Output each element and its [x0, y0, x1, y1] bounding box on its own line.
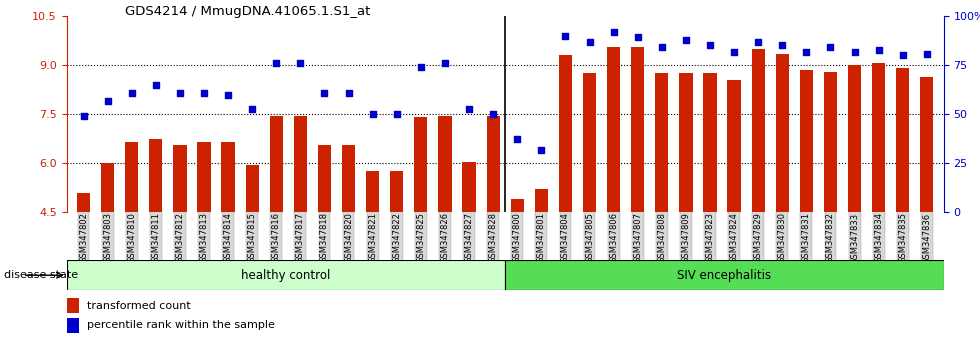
- Point: [462, 107, 477, 112]
- Bar: [872, 63, 885, 212]
- Point: [100, 98, 116, 104]
- Bar: [486, 116, 500, 212]
- Point: [389, 111, 405, 117]
- Point: [799, 49, 814, 55]
- Bar: [342, 145, 355, 212]
- Bar: [896, 68, 909, 212]
- Bar: [125, 142, 138, 212]
- Point: [510, 136, 525, 142]
- Point: [678, 38, 694, 43]
- Point: [702, 42, 717, 48]
- Point: [751, 39, 766, 45]
- Bar: [415, 118, 427, 212]
- Point: [485, 111, 501, 117]
- Text: percentile rank within the sample: percentile rank within the sample: [87, 320, 275, 330]
- Point: [774, 42, 790, 48]
- Bar: [920, 76, 934, 212]
- Bar: [463, 162, 475, 212]
- Point: [317, 90, 332, 96]
- Point: [75, 113, 91, 119]
- Bar: [752, 49, 764, 212]
- Point: [654, 44, 669, 50]
- Point: [895, 52, 910, 58]
- Bar: [438, 116, 452, 212]
- Bar: [704, 73, 716, 212]
- Point: [365, 111, 380, 117]
- Bar: [800, 70, 813, 212]
- Point: [413, 64, 428, 69]
- Point: [822, 44, 838, 50]
- Bar: [506, 260, 944, 290]
- Point: [123, 90, 139, 96]
- Bar: [221, 142, 235, 212]
- Point: [269, 61, 284, 66]
- Point: [293, 61, 309, 66]
- Bar: [679, 73, 693, 212]
- Text: healthy control: healthy control: [241, 269, 330, 282]
- Point: [726, 49, 742, 55]
- Bar: [67, 260, 506, 290]
- Point: [341, 90, 357, 96]
- Bar: [246, 165, 259, 212]
- Bar: [270, 116, 283, 212]
- Bar: [607, 47, 620, 212]
- Bar: [390, 171, 404, 212]
- Point: [919, 51, 935, 56]
- Bar: [149, 139, 163, 212]
- Point: [244, 107, 260, 112]
- Bar: [559, 55, 572, 212]
- Point: [533, 147, 549, 153]
- Bar: [173, 145, 186, 212]
- Point: [606, 29, 621, 35]
- Text: SIV encephalitis: SIV encephalitis: [677, 269, 771, 282]
- Point: [172, 90, 188, 96]
- Point: [220, 92, 236, 97]
- Point: [558, 33, 573, 39]
- Bar: [848, 65, 861, 212]
- Bar: [367, 171, 379, 212]
- Point: [630, 34, 646, 40]
- Bar: [511, 199, 524, 212]
- Text: GDS4214 / MmugDNA.41065.1.S1_at: GDS4214 / MmugDNA.41065.1.S1_at: [125, 5, 370, 18]
- Bar: [318, 145, 331, 212]
- Point: [437, 61, 453, 66]
- Point: [847, 49, 862, 55]
- Point: [582, 39, 598, 45]
- Bar: [583, 73, 596, 212]
- Bar: [656, 73, 668, 212]
- Bar: [775, 53, 789, 212]
- Point: [196, 90, 212, 96]
- Bar: [727, 80, 741, 212]
- Bar: [101, 163, 115, 212]
- Point: [871, 47, 887, 53]
- Bar: [824, 72, 837, 212]
- Bar: [535, 189, 548, 212]
- Text: transformed count: transformed count: [87, 301, 191, 311]
- Bar: [631, 47, 644, 212]
- Bar: [294, 116, 307, 212]
- Point: [148, 82, 164, 87]
- Bar: [197, 142, 211, 212]
- Text: disease state: disease state: [4, 270, 78, 280]
- Bar: [76, 193, 90, 212]
